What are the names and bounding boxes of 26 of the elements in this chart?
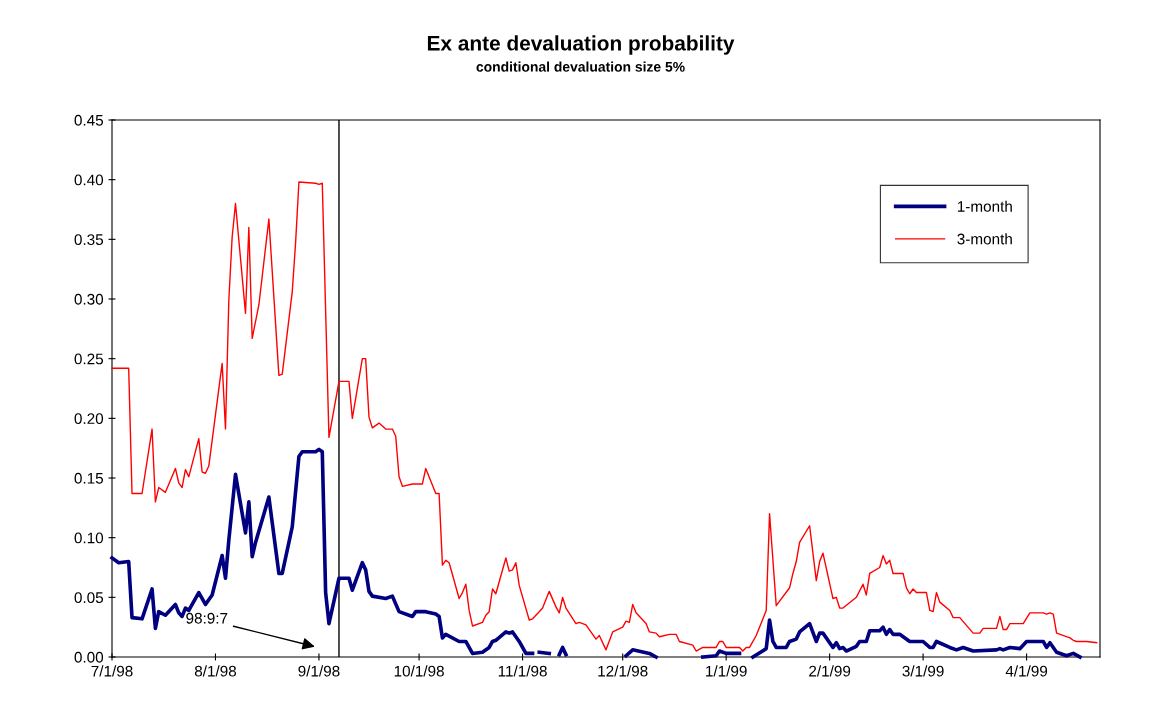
x-tick-label: 1/1/99 — [706, 665, 747, 677]
legend-label: 3-month — [957, 233, 1012, 245]
x-tick-label: 12/1/98 — [598, 665, 648, 677]
x-tick-label: 3/1/99 — [902, 665, 944, 677]
y-tick-label: 0.00 — [74, 651, 104, 663]
x-tick-label: 2/1/99 — [809, 665, 851, 677]
line-series — [111, 181, 1098, 652]
y-tick-label: 0.30 — [74, 293, 104, 305]
x-tick-label: 7/1/98 — [91, 665, 133, 677]
x-tick-label: 4/1/99 — [1005, 665, 1048, 677]
x-tick-label: 8/1/98 — [194, 665, 237, 677]
legend-label: 1-month — [957, 200, 1012, 212]
x-tick-label: 11/1/98 — [498, 665, 547, 677]
x-tick-label: 10/1/98 — [394, 665, 444, 677]
x-tick-label: 9/1/98 — [298, 665, 340, 677]
y-tick-label: 0.05 — [74, 592, 104, 604]
chart-title: Ex ante devaluation probability — [427, 35, 735, 55]
y-tick-label: 0.10 — [74, 532, 104, 544]
y-tick-label: 0.25 — [74, 353, 104, 365]
y-tick-label: 0.20 — [74, 413, 104, 425]
y-tick-label: 0.15 — [74, 472, 104, 484]
chart-subtitle: conditional devaluation size 5% — [476, 61, 685, 72]
y-tick-label: 0.40 — [74, 174, 104, 186]
y-tick-label: 0.35 — [74, 234, 104, 246]
y-tick-label: 0.45 — [74, 114, 104, 126]
annotation: 98:9:7 — [186, 612, 228, 624]
